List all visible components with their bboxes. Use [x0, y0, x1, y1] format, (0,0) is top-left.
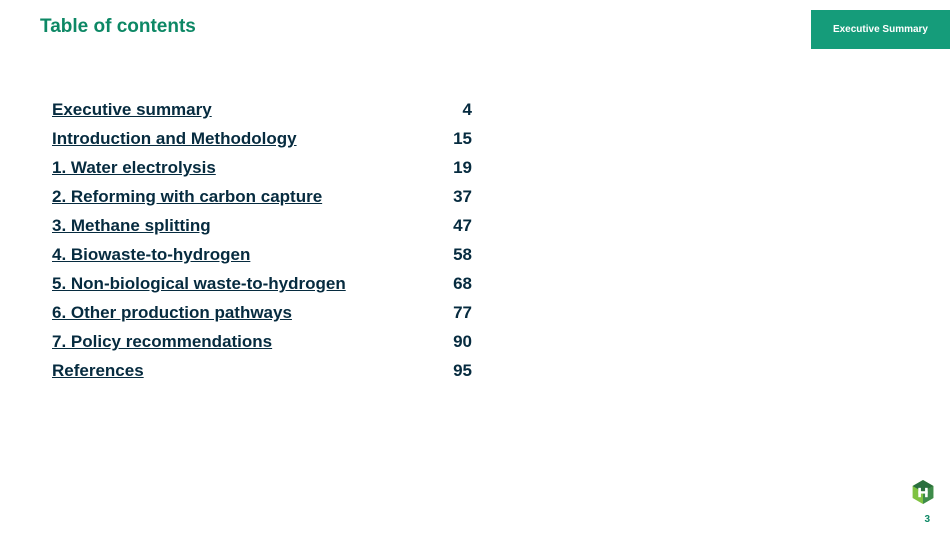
- toc-row: 1. Water electrolysis 19: [52, 158, 472, 178]
- hydrogen-logo-icon: [910, 479, 936, 505]
- toc-link-references[interactable]: References: [52, 361, 144, 381]
- page-number: 3: [924, 514, 930, 525]
- toc-link-policy-recommendations[interactable]: 7. Policy recommendations: [52, 332, 272, 352]
- toc-page-number: 68: [440, 274, 472, 294]
- toc-row: 5. Non-biological waste-to-hydrogen 68: [52, 274, 472, 294]
- toc-row: Executive summary 4: [52, 100, 472, 120]
- toc-page-number: 47: [440, 216, 472, 236]
- toc-page-number: 58: [440, 245, 472, 265]
- toc-link-reforming-carbon-capture[interactable]: 2. Reforming with carbon capture: [52, 187, 322, 207]
- page-title: Table of contents: [40, 16, 196, 38]
- toc-page-number: 37: [440, 187, 472, 207]
- toc-link-executive-summary[interactable]: Executive summary: [52, 100, 212, 120]
- toc-row: 7. Policy recommendations 90: [52, 332, 472, 352]
- toc-link-biowaste-hydrogen[interactable]: 4. Biowaste-to-hydrogen: [52, 245, 250, 265]
- toc-page-number: 4: [440, 100, 472, 120]
- section-tab: Executive Summary: [811, 10, 950, 49]
- toc-page-number: 19: [440, 158, 472, 178]
- toc-link-introduction[interactable]: Introduction and Methodology: [52, 129, 297, 149]
- toc-page-number: 90: [440, 332, 472, 352]
- toc-row: Introduction and Methodology 15: [52, 129, 472, 149]
- toc-link-other-pathways[interactable]: 6. Other production pathways: [52, 303, 292, 323]
- toc-row: 4. Biowaste-to-hydrogen 58: [52, 245, 472, 265]
- toc-link-water-electrolysis[interactable]: 1. Water electrolysis: [52, 158, 216, 178]
- toc-page-number: 15: [440, 129, 472, 149]
- toc-page-number: 95: [440, 361, 472, 381]
- toc-link-nonbio-waste-hydrogen[interactable]: 5. Non-biological waste-to-hydrogen: [52, 274, 346, 294]
- toc-row: 6. Other production pathways 77: [52, 303, 472, 323]
- toc-page-number: 77: [440, 303, 472, 323]
- toc-link-methane-splitting[interactable]: 3. Methane splitting: [52, 216, 211, 236]
- toc-row: References 95: [52, 361, 472, 381]
- toc-row: 2. Reforming with carbon capture 37: [52, 187, 472, 207]
- toc-row: 3. Methane splitting 47: [52, 216, 472, 236]
- table-of-contents: Executive summary 4 Introduction and Met…: [52, 100, 472, 390]
